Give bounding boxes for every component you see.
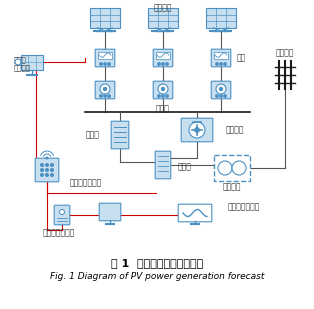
Circle shape [104,87,106,91]
Text: 采集装置: 采集装置 [14,65,31,71]
FancyBboxPatch shape [211,49,231,67]
FancyBboxPatch shape [95,49,115,67]
FancyBboxPatch shape [153,49,173,67]
Text: 直流柜: 直流柜 [86,130,100,139]
Bar [21,54,43,70]
Bar [156,52,170,59]
Circle shape [218,161,232,175]
Bar [214,155,250,181]
Circle shape [100,95,102,97]
Circle shape [104,63,106,65]
FancyBboxPatch shape [178,204,212,222]
Circle shape [108,95,110,97]
Text: 高压电网: 高压电网 [276,48,294,57]
Circle shape [158,95,160,97]
Circle shape [46,164,48,166]
Bar [148,8,178,28]
Circle shape [166,95,168,97]
Circle shape [162,63,164,65]
Circle shape [158,63,160,65]
FancyBboxPatch shape [95,81,115,99]
FancyBboxPatch shape [35,158,59,182]
FancyBboxPatch shape [99,203,121,221]
Circle shape [224,95,226,97]
Text: Fig. 1 Diagram of PV power generation forecast: Fig. 1 Diagram of PV power generation fo… [50,272,264,281]
Circle shape [104,95,106,97]
Circle shape [224,63,226,65]
Text: 汇流箱: 汇流箱 [156,104,170,113]
FancyBboxPatch shape [155,151,171,179]
Text: 监测数据采集器: 监测数据采集器 [70,178,102,187]
Bar [90,8,120,28]
Text: 逆变器: 逆变器 [178,163,192,171]
FancyBboxPatch shape [111,121,129,149]
Text: 储能系统: 储能系统 [226,125,245,134]
Circle shape [51,169,53,171]
FancyBboxPatch shape [54,205,70,225]
Circle shape [194,128,199,133]
FancyBboxPatch shape [153,81,173,99]
Circle shape [158,84,168,94]
Circle shape [162,95,164,97]
Circle shape [161,87,165,91]
Circle shape [189,122,205,138]
Circle shape [59,210,64,214]
Circle shape [232,161,246,175]
Circle shape [46,169,48,171]
Circle shape [220,63,222,65]
Circle shape [216,63,218,65]
Bar [98,52,112,59]
Circle shape [46,157,48,159]
Circle shape [51,164,53,166]
Text: 发电量预测结果: 发电量预测结果 [228,202,260,211]
Bar [214,52,228,59]
Circle shape [41,174,43,176]
FancyBboxPatch shape [181,118,213,142]
Circle shape [219,87,223,91]
Text: 发电量预测结果: 发电量预测结果 [43,228,75,237]
Circle shape [216,95,218,97]
Circle shape [51,174,53,176]
Text: 升压系统: 升压系统 [223,182,241,191]
Text: 微气象: 微气象 [14,57,27,63]
Circle shape [220,95,222,97]
Circle shape [100,63,102,65]
Text: 电表: 电表 [237,53,246,62]
Circle shape [41,164,43,166]
Circle shape [166,63,168,65]
Bar [206,8,236,28]
Circle shape [46,174,48,176]
Circle shape [216,84,226,94]
Text: 图 1  光伏发电量预测实物图: 图 1 光伏发电量预测实物图 [111,258,203,268]
Circle shape [15,59,21,65]
Circle shape [41,169,43,171]
Text: 光伏阵列: 光伏阵列 [154,3,172,12]
FancyBboxPatch shape [211,81,231,99]
Circle shape [100,84,110,94]
Circle shape [108,63,110,65]
